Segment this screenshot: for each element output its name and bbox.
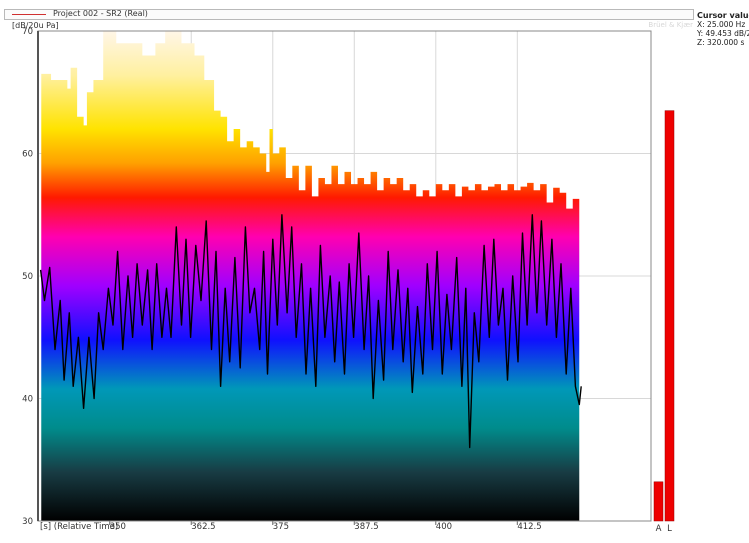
legend-swatch xyxy=(12,14,46,15)
time-trace-line xyxy=(39,214,582,449)
y-tick-label: 40 xyxy=(22,395,33,405)
y-tick-label: 50 xyxy=(22,272,33,282)
y-tick-label: 30 xyxy=(22,517,33,527)
y-unit-label: [dB/20u Pa] xyxy=(12,21,59,30)
cursor-y-value: Y: 49.453 dB/20u Pa xyxy=(697,29,749,38)
x-tick-label: 400 xyxy=(436,522,452,532)
brand-watermark: Brüel & Kjær xyxy=(648,21,693,29)
cursor-x-value: X: 25.000 Hz xyxy=(697,20,746,29)
spectrogram-fill xyxy=(41,31,580,521)
cursor-z-value: Z: 320.000 s xyxy=(697,38,745,47)
level-bar-label: L xyxy=(667,524,672,534)
x-tick-label: 350 xyxy=(110,522,126,532)
level-bar-l xyxy=(664,110,675,522)
level-bar-a xyxy=(653,481,664,522)
level-bar-label: A xyxy=(656,524,662,534)
chart-title-bar: Project 002 - SR2 (Real) xyxy=(4,9,694,20)
legend-series-name: Project 002 - SR2 (Real) xyxy=(53,9,148,18)
time-trace xyxy=(39,214,582,449)
cursor-title: Cursor value xyxy=(697,11,749,20)
spectrogram-area xyxy=(41,31,580,521)
y-tick-label: 60 xyxy=(22,150,33,160)
x-axis-label: [s] (Relative Time) xyxy=(40,522,118,532)
x-tick-label: 412.5 xyxy=(517,522,541,532)
axes: 30 40 50 60 70 350 362.5 375 387.5 400 412.5 [s] (R… xyxy=(22,27,652,532)
cursor-value-panel: Cursor value X: 25.000 Hz Y: 49.453 dB/2… xyxy=(697,11,749,47)
x-tick-label: 375 xyxy=(273,522,289,532)
x-tick-label: 362.5 xyxy=(191,522,215,532)
y-tick-label: 70 xyxy=(22,27,33,37)
x-tick-label: 387.5 xyxy=(354,522,378,532)
